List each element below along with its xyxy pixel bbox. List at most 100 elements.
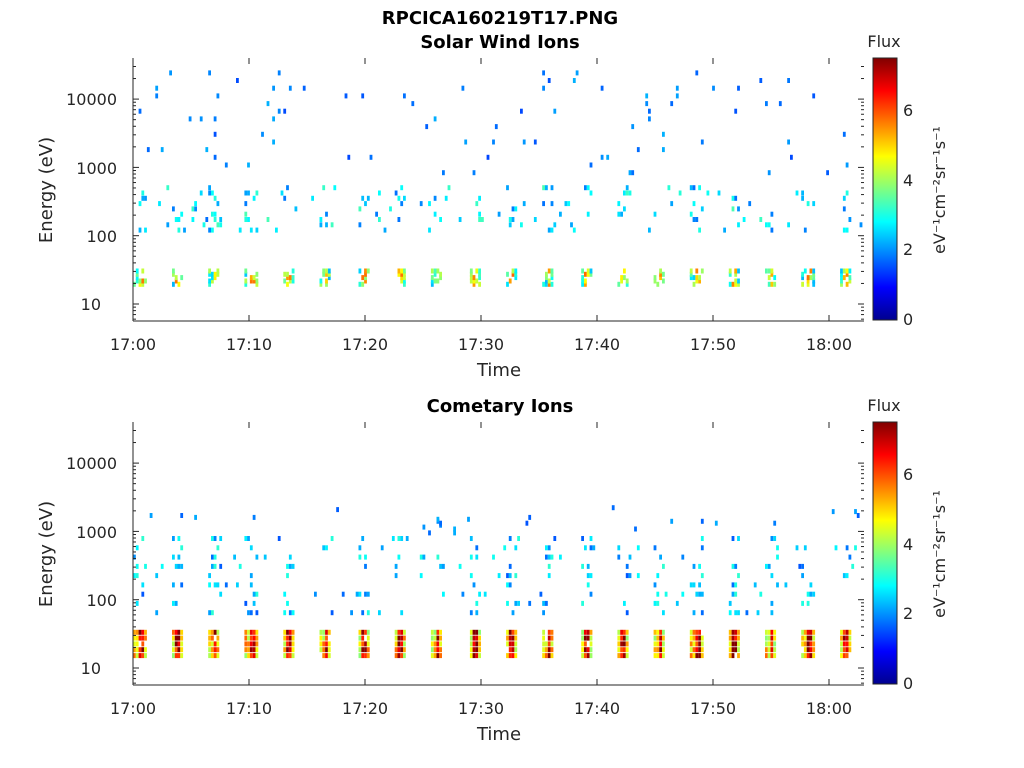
heatmap-cell <box>545 641 548 647</box>
heatmap-cell <box>288 629 292 635</box>
heatmap-cell <box>188 116 192 122</box>
heatmap-cell <box>547 635 551 641</box>
heatmap-cell <box>734 281 738 287</box>
heatmap-cell <box>283 271 287 277</box>
heatmap-cell <box>247 536 250 541</box>
heatmap-cell <box>731 206 735 212</box>
heatmap-cell <box>288 641 292 647</box>
heatmap-cell <box>149 513 153 518</box>
heatmap-cell <box>545 185 548 191</box>
heatmap-cell <box>675 85 679 91</box>
heatmap-cell <box>717 190 721 196</box>
heatmap-cell <box>653 629 657 635</box>
heatmap-cell <box>172 647 175 653</box>
heatmap-cell <box>656 641 660 647</box>
heatmap-cell <box>700 635 704 641</box>
heatmap-cell <box>584 278 587 284</box>
heatmap-cell <box>135 600 139 606</box>
heatmap-cell <box>809 591 813 597</box>
heatmap-cell <box>617 653 621 659</box>
heatmap-cell <box>211 563 214 569</box>
heatmap-cell <box>208 70 211 76</box>
heatmap-cell <box>211 227 214 233</box>
heatmap-cell <box>547 563 551 569</box>
colorbar-title: Flux <box>867 32 900 51</box>
heatmap-cell <box>542 629 545 635</box>
heatmap-cell <box>475 610 479 616</box>
heatmap-cell <box>842 573 846 579</box>
heatmap-cell <box>172 268 175 274</box>
heatmap-cell <box>358 591 362 597</box>
heatmap-cell <box>689 635 693 641</box>
colorbar-tick-label: 4 <box>903 535 913 554</box>
plot-area <box>133 422 864 685</box>
heatmap-cell <box>325 629 328 635</box>
heatmap-cell <box>174 278 178 284</box>
heatmap-cell <box>859 222 863 228</box>
heatmap-cell <box>211 271 214 277</box>
heatmap-cell <box>199 190 203 196</box>
heatmap-cell <box>208 227 211 233</box>
heatmap-cell <box>249 278 253 284</box>
heatmap-cell <box>378 190 381 196</box>
heatmap-cell <box>731 641 735 647</box>
heatmap-cell <box>174 647 178 653</box>
heatmap-cell <box>291 275 295 281</box>
heatmap-cell <box>249 647 253 653</box>
heatmap-cell <box>319 278 323 284</box>
heatmap-cell <box>812 635 816 641</box>
heatmap-cell <box>770 629 774 635</box>
heatmap-cell <box>433 268 437 274</box>
heatmap-cell <box>506 653 509 659</box>
heatmap-cell <box>845 573 849 579</box>
heatmap-cell <box>514 268 518 274</box>
heatmap-cell <box>678 190 682 196</box>
heatmap-cell <box>319 647 323 653</box>
heatmap-cell <box>180 653 184 659</box>
heatmap-cell <box>737 653 740 659</box>
heatmap-cell <box>453 530 456 536</box>
heatmap-cell <box>586 629 590 635</box>
heatmap-cell <box>525 520 529 526</box>
heatmap-cell <box>812 275 816 281</box>
heatmap-cell <box>213 275 217 281</box>
heatmap-cell <box>692 563 696 569</box>
heatmap-cell <box>180 647 184 653</box>
heatmap-cell <box>586 582 590 588</box>
heatmap-cell <box>514 271 518 277</box>
x-tick-label: 17:20 <box>342 335 388 354</box>
heatmap-cell <box>806 281 810 287</box>
heatmap-cell <box>216 545 220 551</box>
heatmap-cell <box>400 610 404 616</box>
heatmap-cell <box>144 647 147 653</box>
heatmap-cell <box>698 635 701 641</box>
heatmap-cell <box>469 554 473 560</box>
heatmap-cell <box>361 641 365 647</box>
heatmap-cell <box>812 641 816 647</box>
heatmap-cell <box>364 653 367 659</box>
heatmap-cell <box>842 268 846 274</box>
heatmap-cell <box>208 610 211 616</box>
heatmap-cell <box>358 647 362 653</box>
heatmap-cell <box>155 85 159 91</box>
heatmap-cell <box>135 275 139 281</box>
heatmap-cell <box>801 281 804 287</box>
heatmap-cell <box>208 281 211 287</box>
heatmap-cell <box>364 591 367 597</box>
heatmap-cell <box>291 278 295 284</box>
heatmap-cell <box>670 101 674 107</box>
heatmap-cell <box>648 108 651 114</box>
heatmap-cell <box>433 641 437 647</box>
heatmap-cell <box>347 154 351 160</box>
heatmap-cell <box>581 268 584 274</box>
heatmap-cell <box>439 629 442 635</box>
heatmap-cell <box>216 629 220 635</box>
heatmap-cell <box>731 281 735 287</box>
heatmap-cell <box>469 610 473 616</box>
heatmap-cell <box>553 222 557 228</box>
heatmap-cell <box>361 275 365 281</box>
heatmap-cell <box>689 647 693 653</box>
heatmap-cell <box>547 573 551 579</box>
heatmap-cell <box>358 281 362 287</box>
heatmap-cell <box>144 635 147 641</box>
